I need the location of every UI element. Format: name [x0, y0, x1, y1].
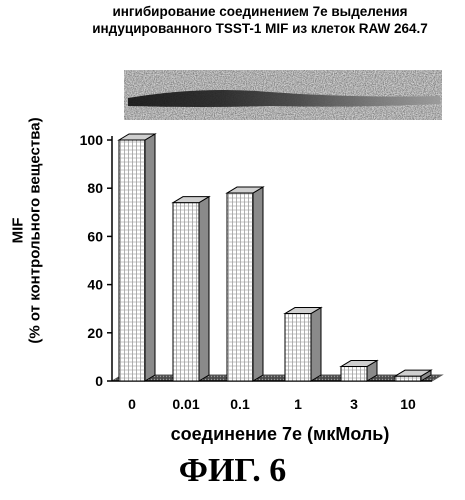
x-tick-label: 0.01 [172, 396, 199, 412]
x-tick-label: 10 [400, 396, 416, 412]
x-tick-label: 0 [128, 396, 136, 412]
y-tick-label: 60 [87, 228, 103, 244]
y-tick-label: 0 [95, 373, 103, 389]
figure-label: ФИГ. 6 [0, 452, 465, 490]
bar [173, 197, 209, 381]
chart-floor [112, 375, 442, 381]
bar-face [285, 314, 311, 381]
y-tick-label: 40 [87, 277, 103, 293]
y-tick-label: 20 [87, 325, 103, 341]
y-tick-label: 80 [87, 180, 103, 196]
x-tick-label: 1 [294, 396, 302, 412]
x-tick-label: 3 [350, 396, 358, 412]
bar-face [227, 193, 253, 381]
bar [341, 361, 377, 381]
bar-side [199, 197, 209, 381]
bar-side [311, 308, 321, 381]
x-axis-label: соединение 7е (мкМоль) [100, 424, 460, 445]
bar-face [173, 203, 199, 381]
bar-face [119, 140, 145, 381]
bar [119, 134, 155, 381]
bar [227, 187, 263, 381]
bar-face [341, 367, 367, 381]
bar-side [145, 134, 155, 381]
bar-face [395, 376, 421, 381]
y-tick-label: 100 [80, 132, 104, 148]
x-tick-label: 0.1 [230, 396, 250, 412]
bar-side [253, 187, 263, 381]
bar [285, 308, 321, 381]
